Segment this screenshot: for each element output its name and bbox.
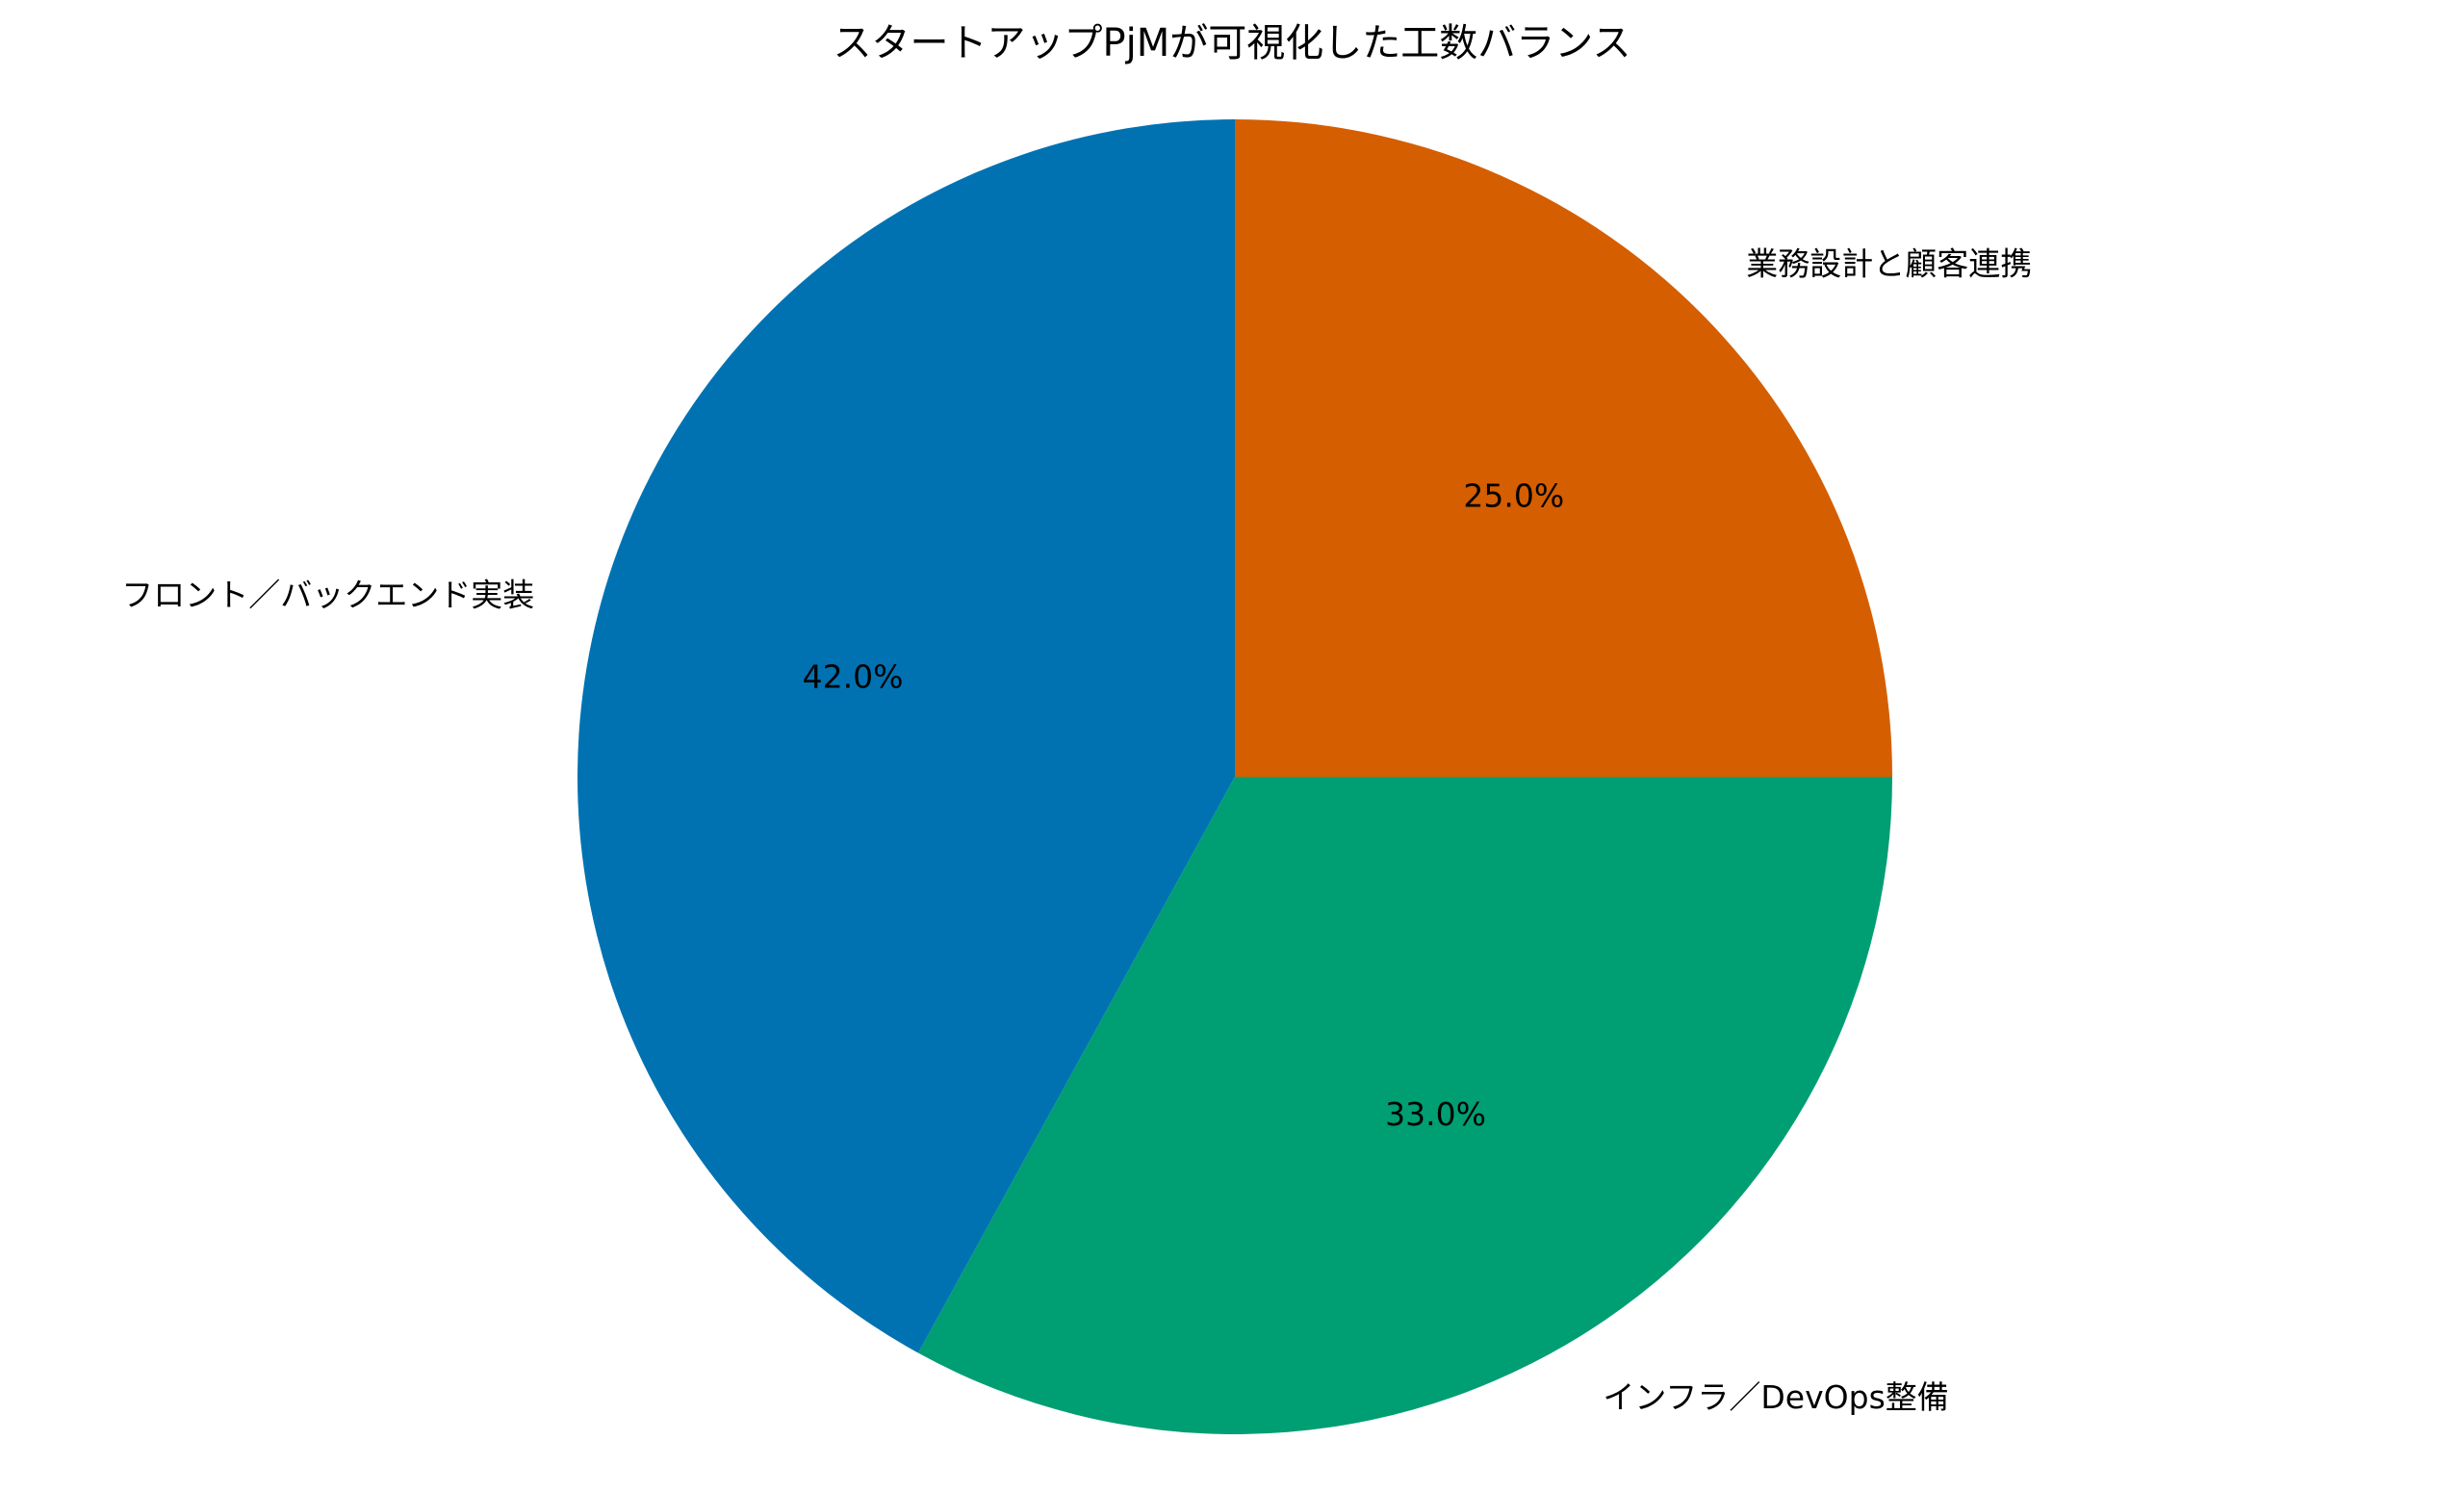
- percent-label: 33.0%: [1385, 1095, 1486, 1133]
- category-label: フロント／バックエンド実装: [121, 577, 534, 614]
- category-label: インフラ／DevOps整備: [1603, 1378, 1948, 1416]
- pie-slice-3: [577, 119, 1235, 1353]
- percent-label: 25.0%: [1463, 477, 1564, 515]
- pie-slices: [577, 119, 1893, 1435]
- pie-slice-1: [1235, 119, 1892, 777]
- percent-label: 42.0%: [803, 658, 904, 696]
- percent-labels: 25.0% 33.0% 42.0%: [803, 477, 1565, 1133]
- pie-slice-2: [917, 777, 1893, 1435]
- category-label: 業務設計と顧客連携: [1746, 244, 2032, 282]
- chart-title: スタートアップPjMが可視化した工数バランス: [834, 21, 1631, 65]
